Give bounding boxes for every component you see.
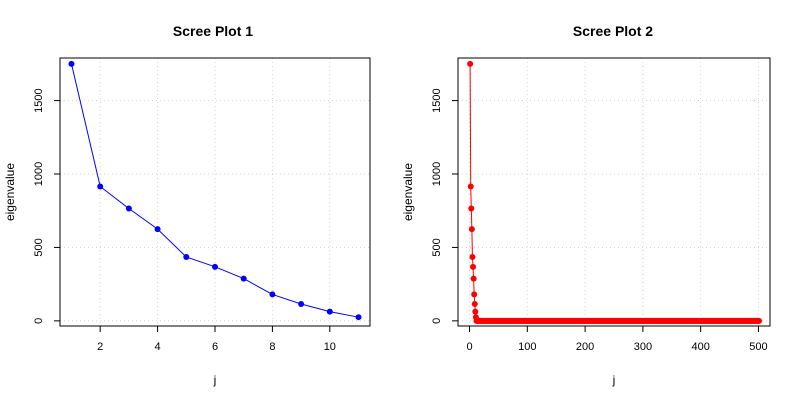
data-point [183, 253, 190, 260]
data-point [298, 300, 305, 307]
data-point [470, 275, 477, 282]
data-point [326, 308, 333, 315]
x-tick-label: 8 [269, 341, 275, 353]
chart-1-series [68, 60, 362, 321]
data-point [468, 205, 475, 212]
y-tick-label: 0 [33, 318, 45, 324]
data-point [97, 183, 104, 190]
x-tick-label: 6 [212, 341, 218, 353]
chart-1-x-axis: 2 4 6 8 10 [97, 326, 336, 353]
y-tick-label: 500 [33, 238, 45, 256]
x-tick-label: 100 [518, 341, 536, 353]
data-point [355, 314, 362, 321]
chart-1-x-label: j [213, 373, 217, 387]
data-point [467, 60, 474, 67]
chart-2-y-axis: 0 500 1000 1500 [431, 88, 458, 324]
x-tick-label: 10 [324, 341, 336, 353]
chart-1-title: Scree Plot 1 [173, 23, 253, 39]
y-tick-label: 0 [431, 318, 443, 324]
x-tick-label: 300 [634, 341, 652, 353]
x-tick-label: 4 [155, 341, 161, 353]
chart-2-plot-frame [457, 57, 771, 327]
data-point [154, 226, 161, 233]
data-point [469, 253, 476, 260]
x-tick-label: 0 [466, 341, 472, 353]
data-point [471, 291, 478, 298]
data-point [212, 263, 218, 270]
x-tick-label: 500 [749, 341, 767, 353]
x-tick-label: 400 [691, 341, 709, 353]
data-point [468, 226, 475, 233]
x-tick-label: 2 [97, 341, 103, 353]
chart-2-title: Scree Plot 2 [573, 23, 653, 39]
data-point [472, 308, 479, 315]
chart-2-x-label: j [612, 373, 616, 387]
y-tick-label: 1000 [33, 162, 45, 186]
scree-plot-2: Scree Plot 2 0 100 200 300 400 500 0 500 1000 15… [401, 23, 771, 387]
data-point [125, 205, 132, 212]
y-tick-label: 1500 [431, 88, 443, 112]
chart-2-series [467, 60, 763, 324]
chart-1-y-label: eigenvalue [3, 163, 17, 221]
data-point [467, 183, 474, 190]
chart-1-grid [60, 58, 370, 326]
data-point [756, 317, 763, 324]
y-tick-label: 1500 [33, 88, 45, 112]
chart-2-grid [458, 58, 770, 326]
y-tick-label: 500 [431, 238, 443, 256]
chart-2-y-label: eigenvalue [401, 163, 415, 221]
data-point [471, 300, 478, 307]
x-tick-label: 200 [576, 341, 594, 353]
scree-plot-1: Scree Plot 1 2 4 6 8 10 0 500 1000 1500 j eigen… [3, 23, 371, 387]
data-point [470, 263, 477, 270]
chart-2-x-axis: 0 100 200 300 400 500 [466, 326, 768, 353]
y-tick-label: 1000 [431, 162, 443, 186]
data-point [269, 291, 276, 298]
data-point [68, 60, 75, 67]
chart-1-y-axis: 0 500 1000 1500 [33, 88, 60, 324]
series-line [469, 63, 760, 322]
data-point [240, 275, 247, 282]
